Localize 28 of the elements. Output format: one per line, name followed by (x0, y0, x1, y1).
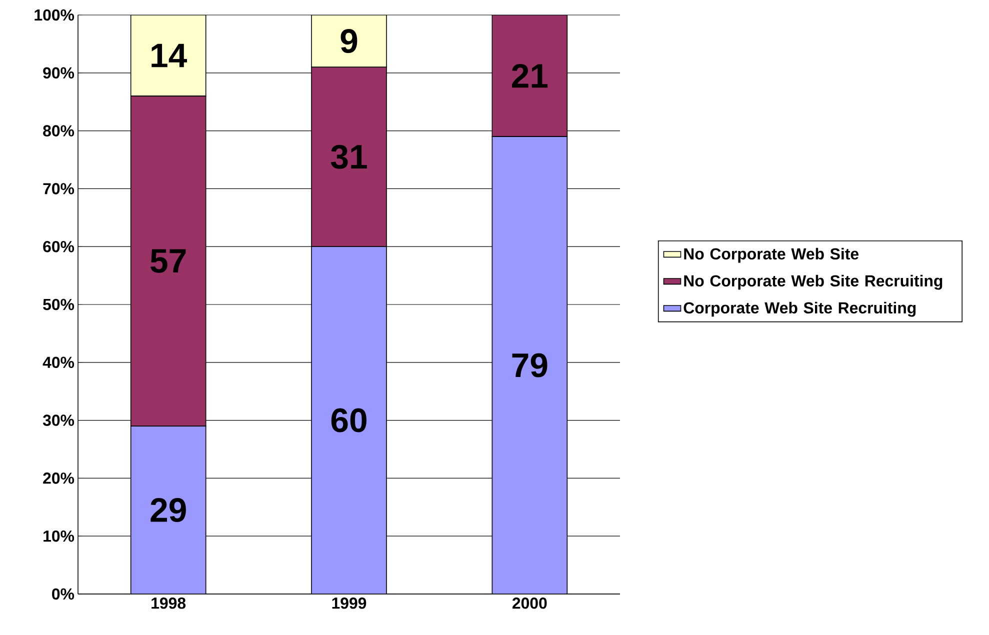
data-label: 60 (331, 408, 366, 432)
data-label: 29 (150, 498, 186, 522)
data-label: 31 (330, 144, 367, 169)
x-tick-label: 1998 (152, 598, 186, 609)
y-tick-label: 30% (42, 414, 74, 426)
legend-label: No Corporate Web Site Recruiting (684, 274, 942, 290)
y-tick-label: 20% (43, 472, 74, 484)
y-tick-label: 60% (43, 240, 74, 252)
bar (492, 136, 568, 594)
y-tick-label: 100% (34, 9, 74, 21)
data-label: 79 (512, 353, 548, 378)
y-tick-label: 50% (43, 298, 74, 310)
legend-label: Corporate Web Site Recruiting (684, 302, 916, 317)
y-tick-label: 10% (44, 530, 74, 542)
y-tick-label: 80% (43, 125, 74, 136)
bar (130, 426, 206, 594)
bar (312, 246, 387, 594)
data-label: 57 (150, 249, 186, 273)
x-tick-label: 1999 (332, 598, 366, 609)
y-tick-label: 0% (52, 588, 74, 600)
data-label: 9 (340, 29, 358, 54)
legend-label: No Corporate Web Site (684, 248, 859, 263)
y-tick-label: 40% (42, 356, 74, 368)
y-tick-label: 70% (43, 183, 74, 194)
data-label: 21 (512, 64, 548, 88)
y-tick-label: 90% (43, 67, 74, 79)
x-tick-label: 2000 (512, 598, 547, 609)
data-label: 14 (152, 44, 187, 68)
